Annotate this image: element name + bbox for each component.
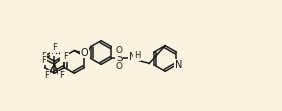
Text: F: F [52,43,57,52]
Text: F: F [63,52,68,61]
Text: F: F [59,71,64,80]
Text: O: O [80,48,88,57]
Text: O: O [116,62,123,71]
Text: S: S [116,54,123,63]
Text: F: F [41,56,46,65]
Text: H: H [134,51,140,60]
Text: F: F [41,52,46,61]
Text: N: N [51,46,58,56]
Text: O: O [116,46,123,55]
Text: F: F [44,70,49,79]
Text: N: N [175,60,182,70]
Text: N: N [129,53,136,62]
Text: N: N [61,51,68,61]
